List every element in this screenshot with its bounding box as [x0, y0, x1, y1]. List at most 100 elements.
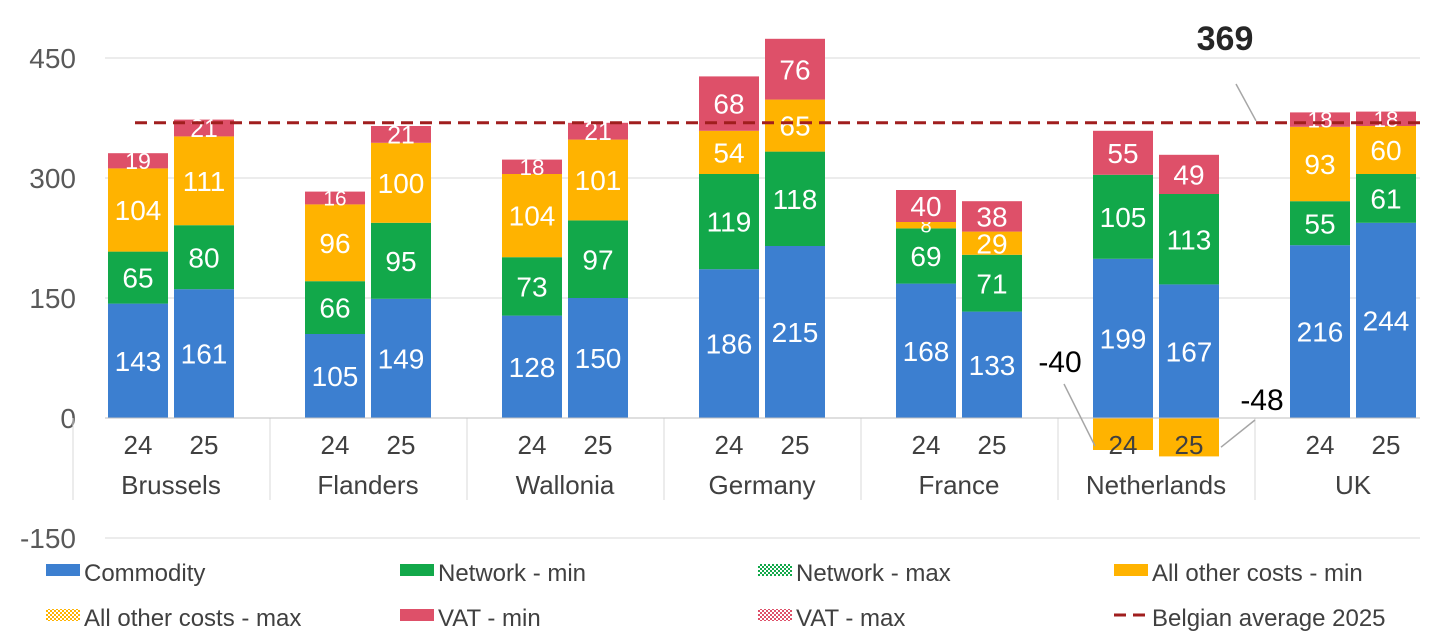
category-label: France	[919, 470, 1000, 500]
bar-value-label: 244	[1363, 305, 1410, 336]
bar-segment	[502, 159, 562, 174]
legend-swatch	[1114, 564, 1148, 576]
bar-value-label: 38	[976, 201, 1007, 232]
bar-year-label: 24	[321, 430, 350, 460]
reference-line-label: 369	[1197, 20, 1254, 58]
bar-value-label: 168	[903, 336, 950, 367]
bar-segment	[962, 254, 1022, 312]
legend-item: Network - min	[400, 560, 586, 587]
bar-segment	[1290, 126, 1350, 202]
bar-segment	[765, 38, 825, 100]
category-label: Netherlands	[1086, 470, 1226, 500]
legend-item: VAT - max	[758, 605, 905, 632]
bar-segment	[1093, 130, 1153, 175]
bar-segment	[1159, 194, 1219, 285]
bar-segment	[1159, 154, 1219, 194]
bar-segment	[962, 231, 1022, 255]
bar-value-label: 150	[575, 343, 622, 374]
bar-value-label: 113	[1167, 224, 1212, 255]
bar-segment	[1093, 258, 1153, 418]
bar-value-label: 216	[1297, 317, 1344, 348]
legend-label: Network - min	[438, 560, 586, 587]
category-label: Flanders	[317, 470, 418, 500]
bar-value-label: 60	[1370, 135, 1401, 166]
bar-value-label: 104	[115, 195, 162, 226]
legend-swatch	[400, 564, 434, 576]
bar-year-label: 25	[584, 430, 613, 460]
bar-segment	[1356, 222, 1416, 418]
legend-swatch	[46, 609, 80, 621]
bar-value-label: 133	[969, 350, 1016, 381]
bar-segment	[1159, 418, 1219, 457]
bar-value-label: 104	[509, 201, 556, 232]
bar-value-label: 128	[509, 352, 556, 383]
bar-segment	[699, 130, 759, 174]
bar-segment	[568, 220, 628, 298]
bar-value-label: 19	[125, 148, 151, 174]
bar-segment	[896, 190, 956, 222]
bar-value-label: 21	[387, 122, 415, 149]
bar-value-label: 143	[115, 346, 162, 377]
bar-value-label: 95	[385, 246, 416, 277]
bar-value-label: 61	[1370, 183, 1401, 214]
bar-year-label: 25	[978, 430, 1007, 460]
bar-segment	[305, 204, 365, 282]
bar-segment	[765, 151, 825, 246]
category-label: Brussels	[121, 470, 221, 500]
bar-segment	[305, 334, 365, 418]
bar-value-label: 55	[1304, 208, 1335, 239]
bar-value-label: 100	[378, 168, 425, 199]
bar-segment	[1093, 418, 1153, 450]
y-tick-label: 300	[29, 163, 76, 194]
category-label: UK	[1335, 470, 1372, 500]
bar-segment	[1093, 174, 1153, 259]
bar-value-label: 97	[582, 244, 613, 275]
bar-segment	[502, 174, 562, 258]
bar-segment	[305, 191, 365, 205]
bar-value-label: 215	[772, 317, 819, 348]
legend-label: All other costs - max	[84, 605, 301, 632]
bar-value-label: 149	[378, 343, 425, 374]
bar-year-label: 24	[518, 430, 547, 460]
bar-segment	[502, 315, 562, 418]
bar-value-label: 101	[575, 165, 622, 196]
bar-segment	[1159, 284, 1219, 418]
legend-swatch	[758, 564, 792, 576]
callout-label: -40	[1038, 346, 1081, 379]
bar-segment	[174, 136, 234, 226]
bar-segment	[699, 269, 759, 418]
bar-segment	[962, 311, 1022, 418]
bar-value-label: 96	[319, 228, 350, 259]
bar-segment	[1290, 201, 1350, 246]
legend-item: VAT - min	[400, 605, 541, 632]
reference-line: 369	[135, 20, 1420, 125]
bar-segment	[371, 222, 431, 299]
bar-year-label: 25	[190, 430, 219, 460]
bar-segment	[1290, 245, 1350, 418]
bar-year-label: 24	[1109, 430, 1138, 460]
bar-value-label: 73	[516, 271, 547, 302]
bar-segment	[371, 298, 431, 418]
bar-year-label: 24	[912, 430, 941, 460]
bar-value-label: 40	[910, 191, 941, 222]
bar-segment	[568, 122, 628, 140]
legend-label: VAT - max	[796, 605, 905, 632]
category-label: Wallonia	[516, 470, 615, 500]
bar-segment	[305, 281, 365, 334]
legend-item: All other costs - max	[46, 605, 301, 632]
legend-item: Network - max	[758, 560, 951, 587]
legend-item: All other costs - min	[1114, 560, 1363, 587]
bar-value-label: 29	[976, 228, 1007, 259]
callout-leader-line	[1063, 383, 1096, 447]
bar-segment	[108, 251, 168, 304]
bar-segment	[568, 298, 628, 418]
bar-segment	[765, 99, 825, 152]
bar-value-label: 68	[713, 89, 744, 120]
legend-item: Belgian average 2025	[1114, 605, 1386, 632]
bar-value-label: 18	[1374, 107, 1399, 132]
callout-label: -48	[1240, 384, 1283, 417]
bar-value-label: 80	[188, 242, 219, 273]
reference-leader-line	[1235, 83, 1257, 122]
legend-item: Commodity	[46, 560, 205, 587]
